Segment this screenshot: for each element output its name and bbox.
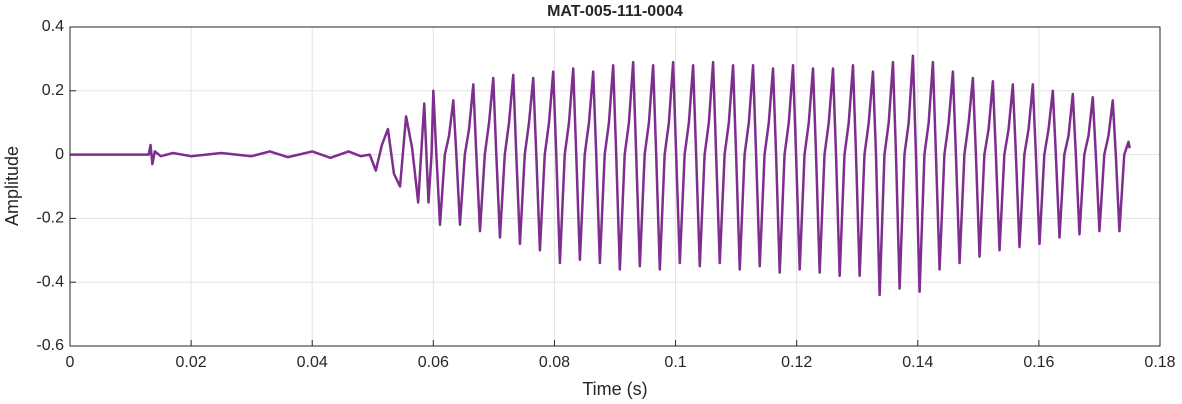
y-tick-label: 0 [55, 146, 64, 163]
x-tick-label: 0 [66, 354, 75, 371]
y-tick-label: -0.4 [36, 273, 64, 290]
y-tick-label: -0.6 [36, 337, 64, 354]
x-tick-label: 0.06 [418, 354, 449, 371]
y-tick-label: 0.2 [42, 82, 64, 99]
x-tick-label: 0.04 [297, 354, 328, 371]
x-tick-label: 0.14 [902, 354, 933, 371]
x-tick-label: 0.12 [781, 354, 812, 371]
y-tick-label: 0.4 [42, 18, 64, 35]
waveform-line [70, 54, 1131, 297]
x-axis-label: Time (s) [582, 379, 647, 399]
x-tick-label: 0.18 [1144, 354, 1175, 371]
x-tick-label: 0.1 [664, 354, 686, 371]
y-tick-label: -0.2 [36, 210, 64, 227]
y-axis-label: Amplitude [2, 146, 22, 226]
x-tick-label: 0.16 [1023, 354, 1054, 371]
x-tick-label: 0.02 [176, 354, 207, 371]
chart-title: MAT-005-111-0004 [547, 3, 683, 20]
x-tick-label: 0.08 [539, 354, 570, 371]
plot-frame [69, 26, 1161, 347]
